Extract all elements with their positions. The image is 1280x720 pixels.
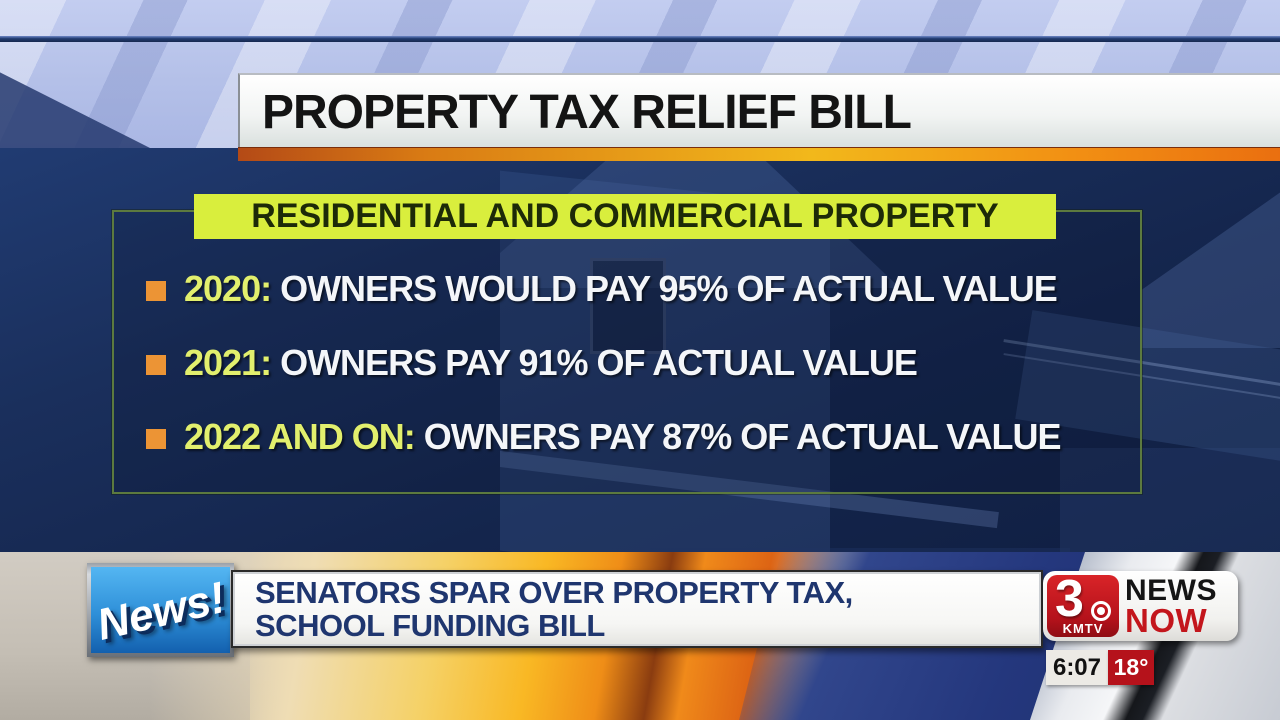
cbs-eye-icon (1091, 601, 1111, 621)
news-logo: News! (87, 563, 234, 657)
headline-line-2: SCHOOL FUNDING BILL (255, 608, 605, 643)
headline-banner: SENATORS SPAR OVER PROPERTY TAX, SCHOOL … (231, 570, 1043, 648)
bullet-text: OWNERS WOULD PAY 95% OF ACTUAL VALUE (280, 268, 1058, 309)
bullet-item-2020: 2020: OWNERS WOULD PAY 95% OF ACTUAL VAL… (146, 268, 1058, 310)
bullet-year: 2020: (184, 268, 281, 309)
horizontal-divider-line (0, 36, 1280, 42)
bullet-item-2022: 2022 AND ON: OWNERS PAY 87% OF ACTUAL VA… (146, 416, 1062, 458)
bullet-square-icon (146, 355, 166, 375)
station-logo: 3 KMTV NEWS NOW (1043, 570, 1238, 641)
news-logo-text: News! (92, 573, 230, 650)
bullet-square-icon (146, 281, 166, 301)
house-gable-right (1140, 158, 1280, 348)
channel-3-badge: 3 KMTV (1047, 570, 1119, 637)
channel-number: 3 (1055, 570, 1084, 628)
house-wall-right (1060, 448, 1280, 568)
info-heading-label: RESIDENTIAL AND COMMERCIAL PROPERTY (251, 197, 999, 235)
bullet-item-2021: 2021: OWNERS PAY 91% OF ACTUAL VALUE (146, 342, 918, 384)
bullet-text: OWNERS PAY 87% OF ACTUAL VALUE (423, 416, 1062, 457)
time-display: 6:07 (1046, 650, 1108, 685)
temperature-value: 18° (1113, 654, 1149, 680)
headline-line-1: SENATORS SPAR OVER PROPERTY TAX, (255, 575, 853, 610)
title-bar-orange-stripe (238, 147, 1280, 161)
bullet-square-icon (146, 429, 166, 449)
bullet-year: 2022 AND ON: (184, 416, 424, 457)
page-title: PROPERTY TAX RELIEF BILL (262, 85, 912, 139)
info-box-heading: RESIDENTIAL AND COMMERCIAL PROPERTY (194, 194, 1056, 239)
station-callsign: KMTV (1062, 621, 1104, 636)
info-box (112, 210, 1142, 494)
temperature-display: 18° (1108, 650, 1154, 685)
title-bar: PROPERTY TAX RELIEF BILL (238, 73, 1280, 149)
time-value: 6:07 (1052, 653, 1102, 681)
bullet-text: OWNERS PAY 91% OF ACTUAL VALUE (280, 342, 918, 383)
brand-now: NOW (1125, 601, 1208, 639)
brand-news: NEWS (1125, 573, 1217, 607)
house-window (590, 258, 666, 354)
bullet-year: 2021: (184, 342, 281, 383)
